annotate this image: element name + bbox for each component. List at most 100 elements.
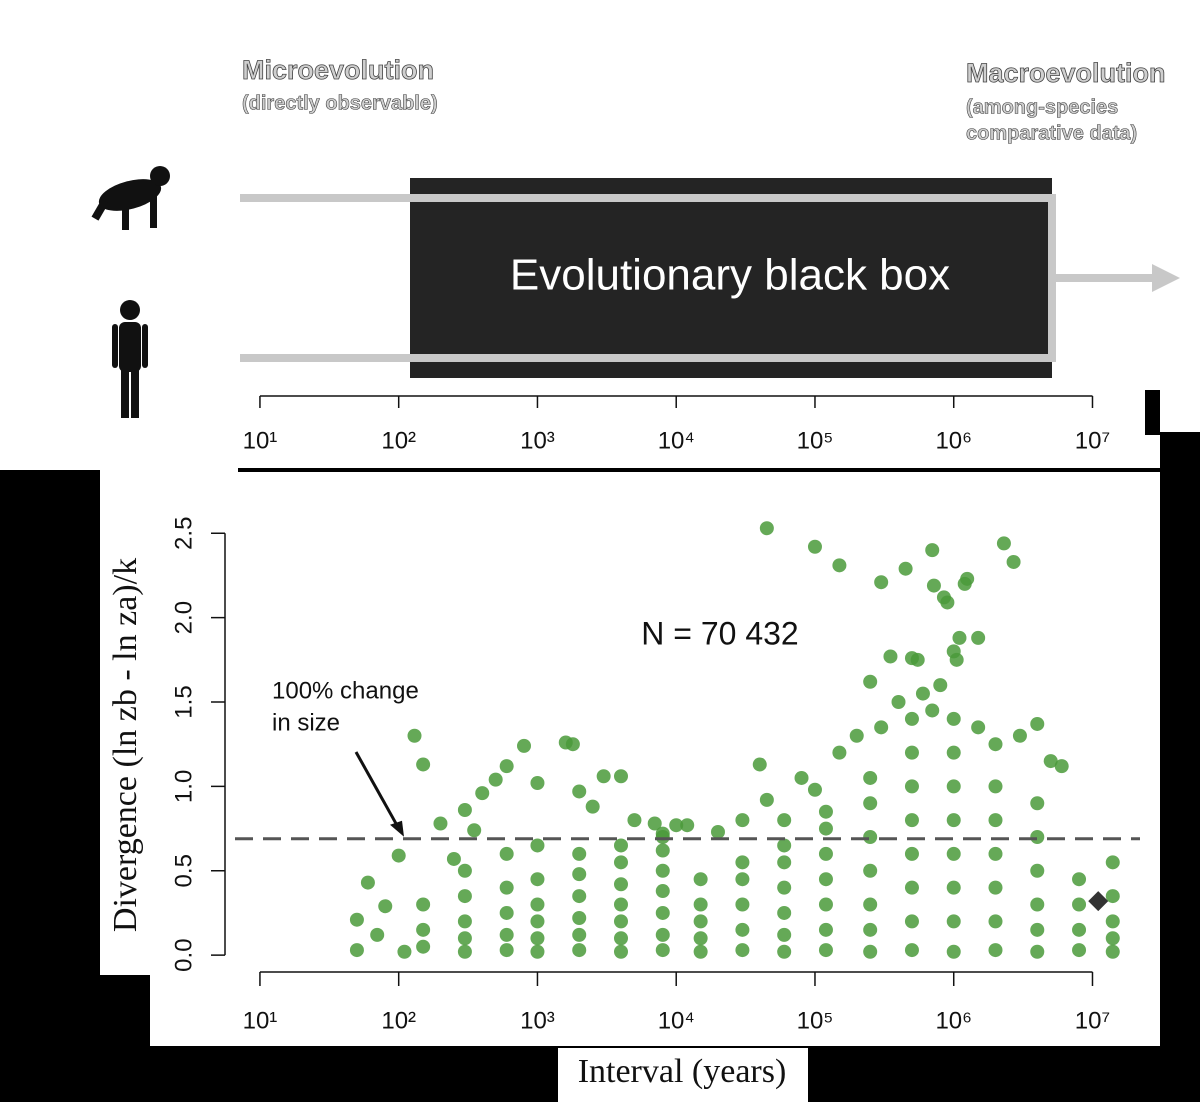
point — [627, 813, 642, 828]
point — [1030, 863, 1045, 878]
point — [874, 575, 889, 590]
point — [1030, 897, 1045, 912]
point — [777, 855, 792, 870]
point — [1105, 914, 1120, 929]
point — [530, 872, 545, 887]
y-tick-label: 2.0 — [170, 601, 197, 634]
point — [655, 830, 670, 844]
top-tick-label: 10³ — [520, 427, 555, 454]
point — [370, 927, 385, 942]
point — [416, 939, 431, 954]
background-frame — [0, 390, 1200, 1102]
point — [693, 872, 708, 887]
point — [585, 799, 600, 814]
point — [499, 905, 514, 920]
macro-note: (among-species — [966, 96, 1118, 118]
highlight-marker — [1088, 891, 1109, 912]
point — [863, 796, 878, 811]
top-tick-label: 10² — [381, 427, 416, 454]
point — [499, 927, 514, 942]
point — [759, 792, 774, 807]
point — [710, 824, 725, 839]
point — [596, 769, 611, 784]
point — [613, 877, 628, 892]
point — [416, 897, 431, 912]
point — [655, 863, 670, 878]
point — [613, 855, 628, 870]
point — [457, 803, 472, 817]
point — [946, 846, 961, 861]
point — [759, 521, 774, 536]
arrow-head — [1152, 264, 1180, 292]
point — [1054, 759, 1069, 774]
point — [735, 943, 750, 958]
point — [735, 897, 750, 912]
point — [613, 769, 628, 784]
point — [818, 922, 833, 937]
point — [949, 652, 964, 667]
point — [904, 846, 919, 861]
human-icon — [112, 300, 148, 418]
point — [572, 889, 587, 904]
point — [735, 855, 750, 870]
point — [530, 838, 545, 853]
point — [693, 897, 708, 912]
x-axis-title: Interval (years) — [578, 1053, 787, 1090]
annotation-arrow — [354, 751, 402, 832]
point — [925, 543, 940, 558]
macro-note: comparative data) — [966, 122, 1137, 144]
point — [777, 905, 792, 920]
point — [925, 703, 940, 718]
point — [933, 678, 948, 693]
point — [1030, 830, 1045, 844]
point — [613, 914, 628, 929]
point — [849, 728, 864, 743]
count-label: N = 70 432 — [641, 615, 798, 651]
micro-note: (directly observable) — [242, 92, 438, 114]
point — [572, 911, 587, 925]
point — [863, 922, 878, 937]
point — [988, 880, 1003, 895]
point — [565, 737, 580, 752]
point — [946, 711, 961, 726]
annotation: in size — [272, 709, 340, 736]
point — [613, 838, 628, 853]
point — [572, 927, 587, 942]
y-tick-label: 0.5 — [170, 854, 197, 887]
point — [904, 813, 919, 828]
point — [988, 914, 1003, 929]
point — [988, 737, 1003, 752]
point — [1012, 728, 1027, 743]
point — [457, 889, 472, 904]
point — [457, 863, 472, 878]
point — [735, 872, 750, 887]
point — [898, 561, 913, 576]
point — [946, 779, 961, 794]
point — [1105, 855, 1120, 870]
point — [874, 720, 889, 735]
point — [1105, 931, 1120, 946]
point — [416, 922, 431, 937]
point — [530, 914, 545, 929]
point — [735, 922, 750, 937]
point — [818, 943, 833, 958]
point — [863, 830, 878, 844]
point — [457, 914, 472, 929]
x-tick-label: 10⁶ — [935, 1007, 972, 1034]
point — [777, 838, 792, 853]
point — [457, 944, 472, 959]
point — [996, 536, 1011, 551]
header-diagram: Microevolution (directly observable) Mac… — [91, 55, 1180, 418]
point — [971, 720, 986, 735]
x-tick-label: 10³ — [520, 1007, 555, 1034]
point — [1072, 922, 1087, 937]
point — [946, 880, 961, 895]
box-label: Evolutionary black box — [510, 251, 950, 300]
point — [863, 944, 878, 959]
point — [988, 813, 1003, 828]
point — [1006, 554, 1021, 569]
point — [1030, 944, 1045, 959]
point — [777, 944, 792, 959]
point — [613, 931, 628, 946]
